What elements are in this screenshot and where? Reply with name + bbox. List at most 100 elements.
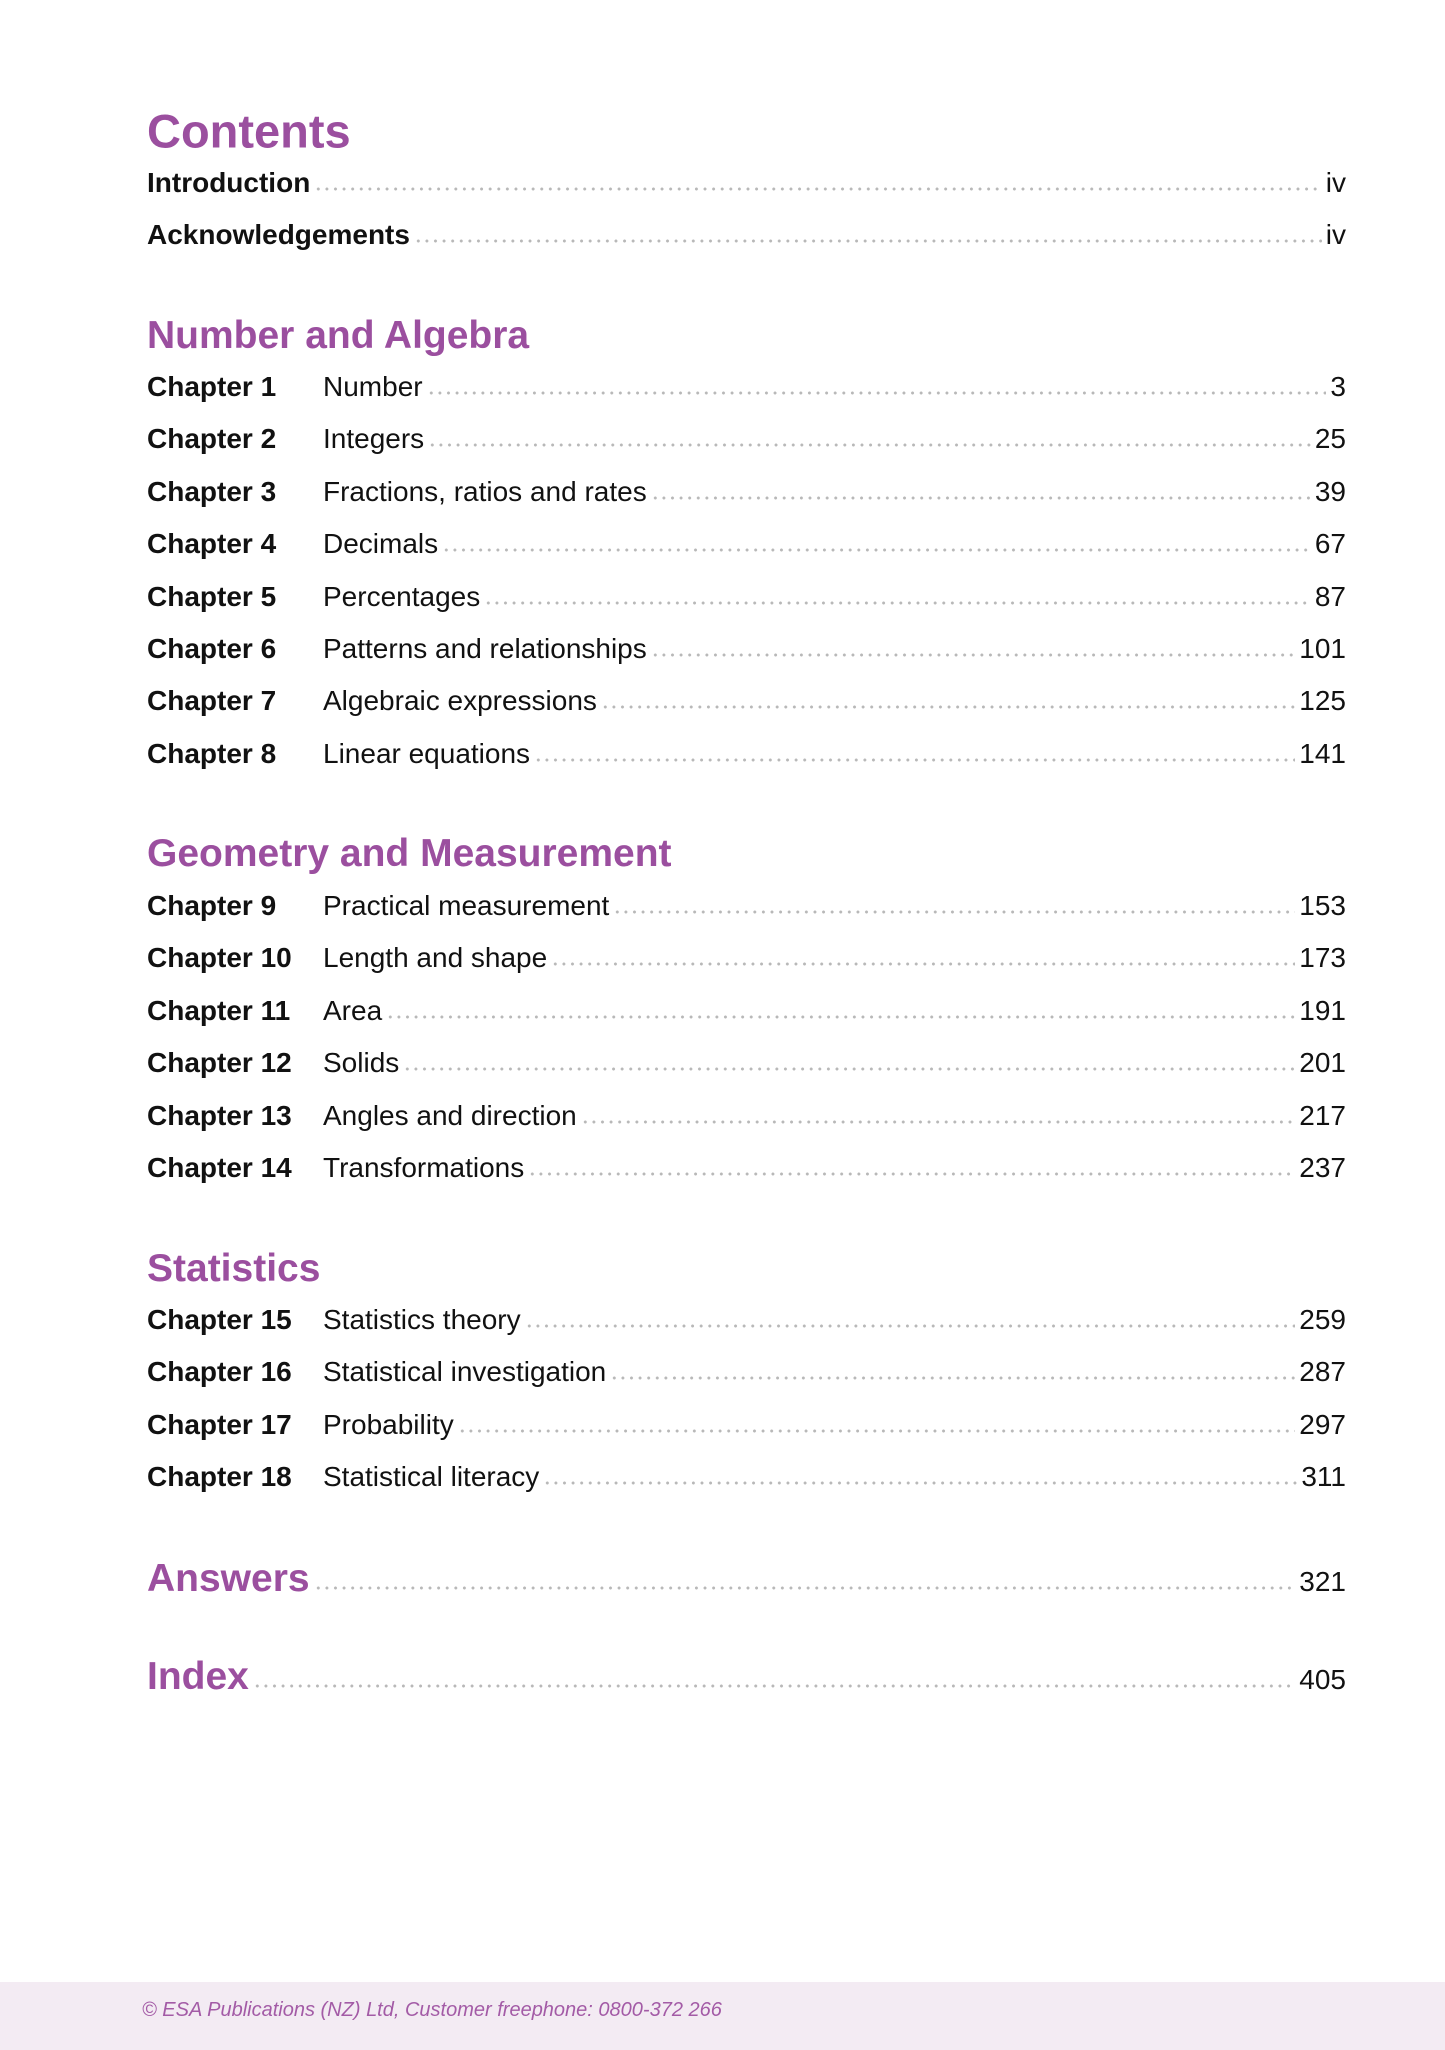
chapter-number: Chapter 6	[147, 633, 277, 664]
section-title: Statistics	[147, 1247, 321, 1290]
chapter-title: Area	[323, 994, 383, 1026]
chapter-number: Chapter 13	[147, 1099, 292, 1131]
page-number: 259	[1299, 1304, 1346, 1335]
page-number: 217	[1299, 1099, 1346, 1131]
chapter-entry[interactable]: Chapter 15 Statistics theory 259	[147, 1304, 1346, 1336]
chapter-entry[interactable]: Chapter 14 Transformations 237	[147, 1152, 1346, 1184]
chapter-title: Angles and direction	[323, 1099, 577, 1131]
dot-leader	[528, 1171, 1296, 1177]
dot-leader	[650, 494, 1311, 501]
back-matter-entry[interactable]: Answers 321	[147, 1557, 1346, 1601]
entry-label: Introduction	[147, 167, 311, 198]
page-number: 87	[1314, 580, 1346, 612]
footer: © ESA Publications (NZ) Ltd, Customer fr…	[0, 1982, 1445, 2050]
page-number: 25	[1314, 423, 1346, 455]
page-number: 201	[1299, 1047, 1346, 1079]
dot-leader	[442, 547, 1311, 554]
section-heading: Statistics	[147, 1247, 1346, 1291]
chapter-entry[interactable]: Chapter 2 Integers 25	[147, 423, 1346, 455]
chapter-number: Chapter 9	[147, 890, 277, 921]
chapter-title: Number	[323, 371, 423, 402]
entry-label: Index	[147, 1655, 249, 1698]
chapter-entry[interactable]: Chapter 7 Algebraic expressions 125	[147, 685, 1346, 717]
page-number: 39	[1314, 475, 1346, 507]
dot-leader	[610, 1375, 1296, 1382]
dot-leader	[484, 599, 1311, 606]
page-number: 191	[1299, 994, 1346, 1026]
page-number: 311	[1301, 1461, 1346, 1493]
dot-leader	[457, 1427, 1296, 1434]
dot-leader	[413, 238, 1322, 244]
dot-leader	[613, 909, 1296, 915]
chapter-title: Length and shape	[323, 942, 548, 974]
chapter-entry[interactable]: Chapter 1 Number 3	[147, 371, 1346, 403]
page-number: 321	[1299, 1566, 1346, 1597]
footer-copyright: © ESA Publications (NZ) Ltd, Customer fr…	[142, 1999, 722, 2021]
dot-leader	[314, 186, 1322, 192]
page-title: Contents	[147, 104, 1346, 159]
chapter-title: Transformations	[323, 1152, 525, 1183]
dot-leader	[650, 652, 1296, 658]
section-title: Number and Algebra	[147, 314, 530, 357]
chapter-title: Patterns and relationships	[323, 633, 647, 664]
chapter-entry[interactable]: Chapter 6 Patterns and relationships 101	[147, 633, 1346, 665]
page-number: 297	[1299, 1408, 1346, 1440]
chapter-number: Chapter 17	[147, 1408, 292, 1440]
section-heading: Geometry and Measurement	[147, 832, 1346, 876]
chapter-title: Statistical investigation	[323, 1356, 607, 1388]
chapter-entry[interactable]: Chapter 16 Statistical investigation 287	[147, 1356, 1346, 1388]
chapter-entry[interactable]: Chapter 9 Practical measurement 153	[147, 890, 1346, 922]
chapter-number: Chapter 2	[147, 423, 277, 455]
chapter-title: Statistics theory	[323, 1304, 521, 1335]
chapter-number: Chapter 1	[147, 371, 277, 402]
chapter-title: Solids	[323, 1047, 400, 1079]
chapter-entry[interactable]: Chapter 18 Statistical literacy 311	[147, 1461, 1346, 1493]
chapter-entry[interactable]: Chapter 8 Linear equations 141	[147, 738, 1346, 770]
chapter-entry[interactable]: Chapter 13 Angles and direction 217	[147, 1100, 1346, 1132]
page-number: 405	[1299, 1664, 1346, 1695]
entry-label: Answers	[147, 1557, 310, 1600]
section-heading: Number and Algebra	[147, 314, 1346, 358]
dot-leader	[403, 1066, 1296, 1073]
page-number: iv	[1325, 167, 1346, 198]
page-number: 101	[1299, 633, 1346, 664]
contents-heading: Contents	[147, 104, 351, 158]
page-number: 173	[1299, 942, 1346, 974]
chapter-title: Algebraic expressions	[323, 685, 597, 717]
page-number: 287	[1299, 1356, 1346, 1388]
chapter-title: Linear equations	[323, 737, 531, 769]
page-number: 237	[1299, 1152, 1346, 1183]
chapter-number: Chapter 11	[147, 994, 291, 1026]
chapter-number: Chapter 10	[147, 942, 292, 974]
chapter-entry[interactable]: Chapter 12 Solids 201	[147, 1047, 1346, 1079]
chapter-title: Statistical literacy	[323, 1461, 540, 1493]
dot-leader	[252, 1683, 1296, 1689]
page-number: 153	[1299, 890, 1346, 921]
dot-leader	[386, 1013, 1296, 1020]
toc-entry[interactable]: Introduction iv	[147, 167, 1346, 199]
page-number: 125	[1299, 685, 1346, 717]
dot-leader	[428, 442, 1311, 449]
chapter-entry[interactable]: Chapter 3 Fractions, ratios and rates 39	[147, 476, 1346, 508]
dot-leader	[551, 961, 1296, 968]
chapter-entry[interactable]: Chapter 4 Decimals 67	[147, 528, 1346, 560]
chapter-number: Chapter 8	[147, 737, 277, 769]
dot-leader	[534, 756, 1296, 763]
dot-leader	[313, 1585, 1296, 1591]
chapter-entry[interactable]: Chapter 17 Probability 297	[147, 1409, 1346, 1441]
chapter-title: Decimals	[323, 528, 439, 560]
page-number: 3	[1330, 371, 1346, 402]
chapter-entry[interactable]: Chapter 5 Percentages 87	[147, 581, 1346, 613]
toc-entry[interactable]: Acknowledgements iv	[147, 219, 1346, 251]
chapter-entry[interactable]: Chapter 11 Area 191	[147, 995, 1346, 1027]
chapter-number: Chapter 3	[147, 475, 277, 507]
section-title: Geometry and Measurement	[147, 832, 672, 875]
chapter-title: Fractions, ratios and rates	[323, 475, 647, 507]
chapter-number: Chapter 12	[147, 1047, 292, 1079]
page-number: 141	[1299, 737, 1346, 769]
chapter-number: Chapter 7	[147, 685, 277, 717]
dot-leader	[543, 1480, 1298, 1487]
chapter-entry[interactable]: Chapter 10 Length and shape 173	[147, 942, 1346, 974]
chapter-title: Percentages	[323, 580, 481, 612]
back-matter-entry[interactable]: Index 405	[147, 1655, 1346, 1699]
